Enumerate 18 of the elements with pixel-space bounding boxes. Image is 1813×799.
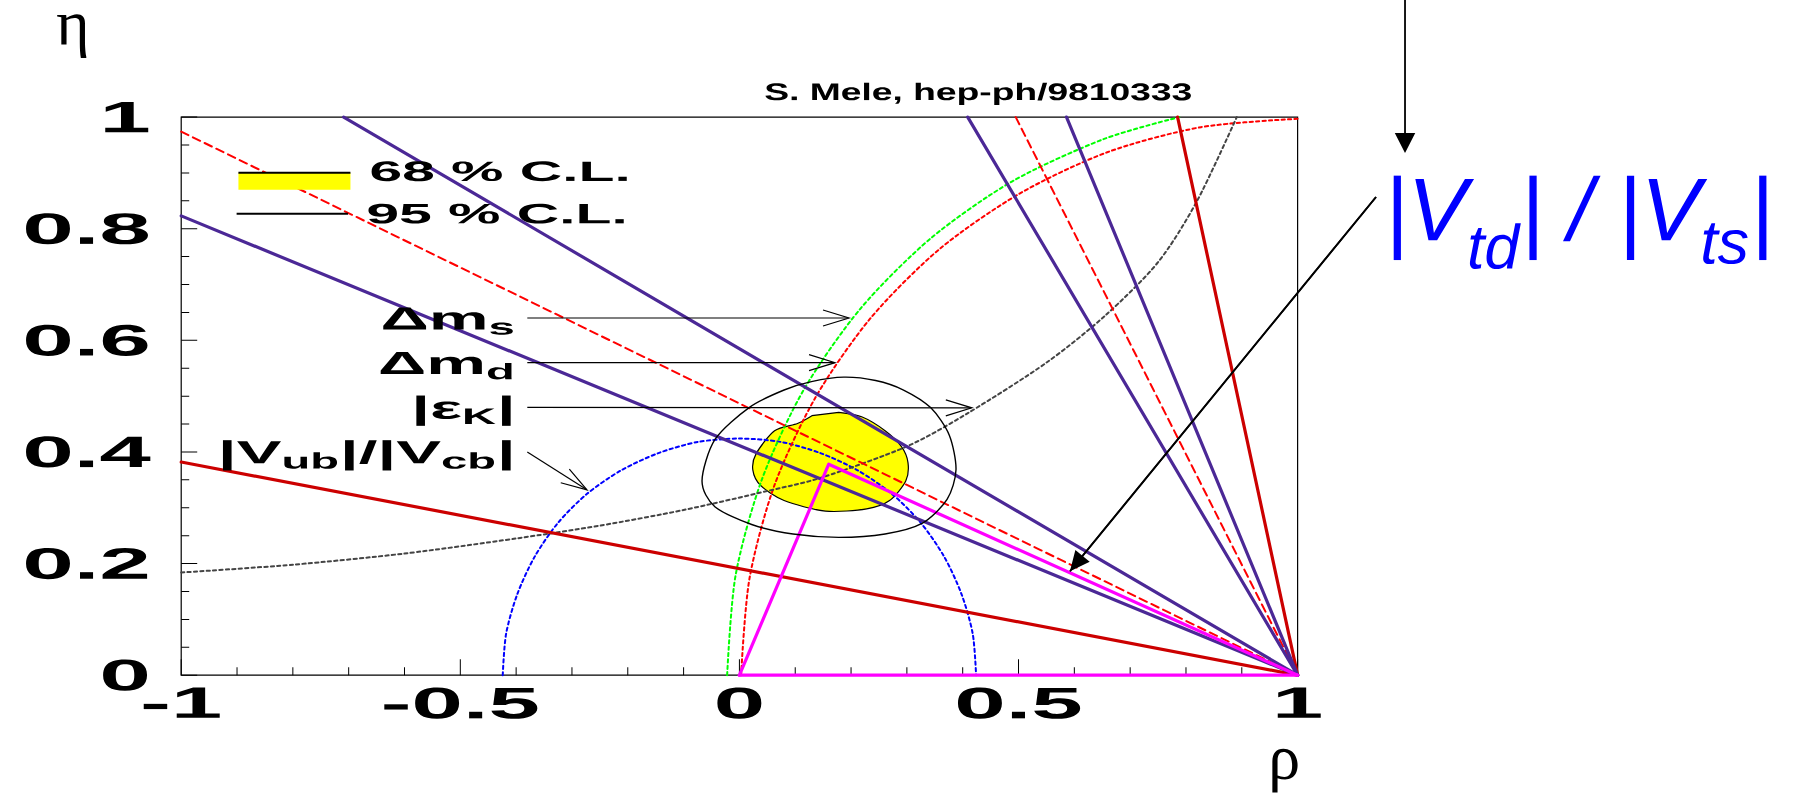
y-tick-label: 0.2 — [26, 547, 148, 580]
y-tick-label: 0.6 — [26, 324, 148, 356]
y-tick-label: 1 — [105, 101, 149, 133]
annotation: |V$_{ub}$|/|V$_{cb}$| — [222, 440, 511, 471]
y-tick-label: 0.8 — [26, 213, 148, 245]
x-tick-label: 1 — [1277, 687, 1321, 718]
annotation: Δm$_{d}$ — [380, 352, 512, 380]
y-axis-title: η — [57, 14, 87, 59]
annotation: 95 % C.L. — [368, 203, 624, 224]
legend-label: 68 % C.L. — [371, 161, 627, 182]
y-tick-label: 0.4 — [26, 436, 151, 468]
annotation: |V$_{td}$| / |V$_{ts}$| — [1393, 175, 1767, 270]
text: S. Mele, hep-ph/9810333 — [765, 82, 1191, 106]
x-tick-label: 0 — [717, 687, 762, 719]
x-tick-label: 0.5 — [957, 687, 1081, 719]
annotation: |ε$_{K}$| — [416, 395, 511, 426]
x-tick-label: -0.5 — [384, 687, 538, 719]
x-axis-title: ρ — [1272, 748, 1298, 793]
